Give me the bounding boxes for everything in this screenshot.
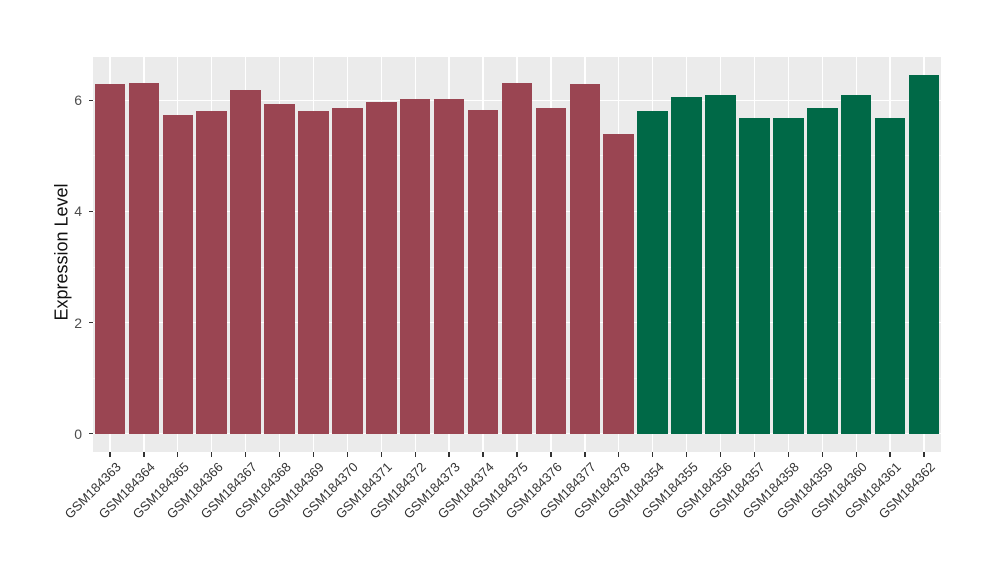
y-tick-label: 4 <box>74 203 82 220</box>
x-tick-mark <box>516 452 518 457</box>
bar <box>908 74 940 434</box>
x-tick-mark <box>584 452 586 457</box>
x-tick-mark <box>482 452 484 457</box>
y-tick-mark <box>88 99 93 102</box>
x-tick-mark <box>821 452 823 457</box>
bar <box>671 97 702 434</box>
bar <box>366 102 397 434</box>
bar <box>264 103 295 434</box>
y-tick-mark <box>88 432 93 435</box>
x-tick-mark <box>414 452 416 457</box>
bar <box>433 99 465 434</box>
y-tick-label: 0 <box>74 425 82 442</box>
bar <box>874 118 906 434</box>
x-tick-mark <box>685 452 688 457</box>
y-tick-label: 2 <box>74 314 82 331</box>
y-tick-mark <box>88 321 93 324</box>
x-tick-mark <box>211 452 213 457</box>
x-tick-mark <box>380 452 382 457</box>
x-tick-mark <box>923 452 925 457</box>
x-tick-mark <box>787 452 790 457</box>
x-tick-mark <box>618 452 620 457</box>
y-tick-label: 6 <box>74 92 82 109</box>
bar <box>128 83 160 434</box>
x-tick-mark <box>346 452 349 457</box>
x-tick-mark <box>448 452 450 457</box>
x-tick-mark <box>177 452 179 457</box>
bar <box>332 108 363 434</box>
bar <box>162 115 194 434</box>
x-tick-mark <box>278 452 281 457</box>
x-tick-mark <box>143 452 145 457</box>
bar <box>705 95 736 434</box>
bar <box>637 110 668 434</box>
bar <box>535 108 567 434</box>
y-tick-mark <box>88 210 93 213</box>
x-tick-mark <box>109 452 111 457</box>
x-tick-mark <box>244 452 247 457</box>
bar <box>230 89 261 434</box>
bar <box>94 84 126 434</box>
bar <box>399 99 431 434</box>
bar <box>196 110 227 434</box>
bar <box>739 117 770 434</box>
y-axis-title: Expression Level <box>51 183 72 321</box>
bar <box>840 94 872 434</box>
x-tick-mark <box>753 452 756 457</box>
bar <box>807 107 838 434</box>
x-tick-mark <box>651 452 654 457</box>
bar <box>298 111 329 434</box>
bar <box>603 133 634 434</box>
x-tick-mark <box>719 452 722 457</box>
x-tick-mark <box>889 452 891 457</box>
bar <box>501 82 533 434</box>
x-tick-mark <box>855 452 857 457</box>
bar <box>569 83 601 434</box>
bar <box>773 117 804 434</box>
x-tick-mark <box>550 452 552 457</box>
bar <box>467 110 499 434</box>
x-tick-mark <box>312 452 315 457</box>
